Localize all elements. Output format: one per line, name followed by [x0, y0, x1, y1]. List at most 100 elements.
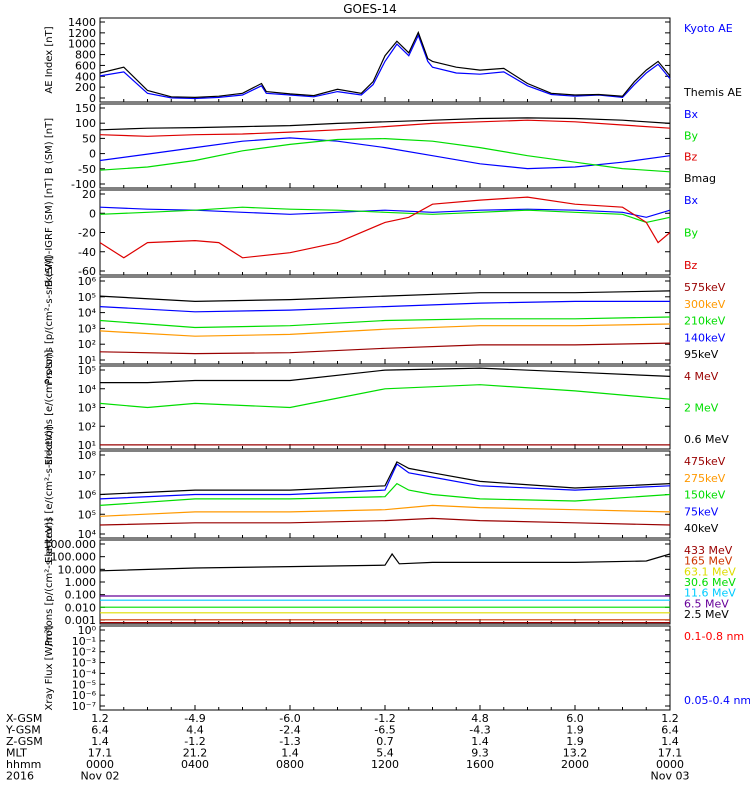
ytick-label: 100.000	[51, 551, 97, 564]
ytick-label: 0	[89, 207, 96, 220]
ytick-label: 1000.000	[44, 538, 97, 551]
ytick-label: 10⁻¹	[72, 635, 96, 648]
series-line-300kev	[99, 323, 671, 337]
footer-row-label: hhmm	[6, 758, 41, 771]
ytick-label: 400	[75, 70, 96, 83]
footer-value: 5.4	[376, 747, 394, 760]
footer-value: 1.4	[471, 735, 489, 748]
series-line-140kev	[99, 300, 670, 313]
ytick-label: 10⁸	[78, 449, 97, 462]
series-line-2-5-mev	[99, 552, 671, 572]
legend-entry: 275keV	[684, 472, 726, 485]
panel-frame	[99, 189, 671, 276]
legend-entry: 4 MeV	[684, 370, 719, 383]
ytick-label: 10⁻³	[72, 657, 96, 670]
footer-value: 1600	[466, 758, 494, 771]
ytick-label: 1400	[68, 16, 96, 29]
series-line-bz	[99, 119, 671, 137]
ytick-label: 10¹	[78, 439, 96, 452]
ytick-label: 10⁻⁴	[72, 667, 97, 680]
panel-3: 10⁶ 10⁵ 10⁴ 10³ 10² 10¹ Protons [p/(cm²-s-sr-k…	[44, 256, 726, 384]
yaxis-label: B (SM) [nT]	[44, 118, 55, 174]
series-line-75kev	[99, 463, 671, 500]
ytick-label: 10.000	[58, 563, 97, 576]
footer-value: -6.5	[374, 724, 395, 737]
panel-4: 10⁵ 10⁴ 10³ 10² 10¹ Electrons [e/(cm²-s-sr)] 4…	[44, 350, 729, 466]
footer-value: 2000	[561, 758, 589, 771]
footer-row-label: Z-GSM	[6, 735, 43, 748]
legend-entry: 0.1-0.8 nm	[684, 630, 744, 643]
series-line-kyoto-ae	[99, 33, 671, 100]
legend-entry: 150keV	[684, 489, 726, 502]
panel-1: 150 100 50 0 -50 -100 B (SM) [nT] Bx By Bz Bmag	[44, 102, 716, 191]
footer-value: -4.3	[469, 724, 490, 737]
series-line-by	[99, 137, 671, 173]
footer-value: -1.2	[374, 712, 395, 725]
footer-value: 4.4	[186, 724, 204, 737]
yaxis-label: Electrons [e/(cm²-s-sr)]	[44, 350, 55, 466]
yaxis-label: Protons [p/(cm²-s-sr-keV)]	[44, 518, 55, 646]
ytick-label: -20	[78, 227, 96, 240]
ytick-label: 10⁴	[78, 528, 97, 541]
footer-value: 9.3	[471, 747, 489, 760]
series-line-by	[99, 206, 671, 224]
ytick-label: 0.010	[65, 601, 97, 614]
footer-value: 0000	[86, 758, 114, 771]
ytick-label: 20	[82, 188, 96, 201]
footer-value: 1.4	[91, 735, 109, 748]
footer-value: -1.3	[279, 735, 300, 748]
ytick-label: 50	[82, 132, 96, 145]
ytick-label: 10⁻⁷	[72, 700, 96, 713]
footer-value: Nov 02	[81, 770, 120, 783]
panel-frame	[99, 365, 671, 450]
ytick-label: 1200	[68, 27, 96, 40]
yaxis-label: Electrons [e/(cm²-s-sr-keV)]	[44, 426, 55, 563]
figure-title: GOES-14	[343, 2, 397, 16]
series-line-bmag	[99, 117, 671, 131]
panel-frame	[99, 103, 671, 189]
ytick-label: 10⁰	[78, 624, 97, 637]
series-line-bz	[99, 196, 671, 259]
series-line-bx	[99, 137, 671, 170]
legend-entry: 6.5 MeV	[684, 597, 729, 610]
series-line-0-6-mev	[100, 367, 671, 384]
ytick-label: -40	[78, 246, 96, 259]
footer-row-label: X-GSM	[6, 712, 42, 725]
footer-value: -6.0	[279, 712, 300, 725]
footer-row-label: Y-GSM	[5, 724, 41, 737]
series-line-475kev	[99, 517, 671, 526]
series-line-575kev	[99, 342, 671, 355]
legend-entry: Bx	[684, 108, 699, 121]
footer-value: 6.4	[661, 724, 679, 737]
ytick-label: 10⁻²	[72, 646, 96, 659]
ytick-label: 10²	[78, 420, 96, 433]
ytick-label: 10⁻⁶	[72, 689, 97, 702]
legend-entry: 75keV	[684, 505, 719, 518]
legend-entry: By	[684, 129, 699, 142]
legend-entry: 575keV	[684, 281, 726, 294]
ytick-label: -50	[78, 163, 96, 176]
ytick-label: -60	[78, 265, 96, 278]
footer-value: 1.2	[91, 712, 109, 725]
panel-6: 1000.000100.00010.0001.0000.1000.0100.00…	[44, 518, 737, 646]
ytick-label: 10⁵	[78, 364, 96, 377]
legend-entry: Bx	[684, 194, 699, 207]
legend-entry: Kyoto AE	[684, 22, 733, 35]
footer-value: 17.1	[88, 747, 113, 760]
ytick-label: 800	[75, 49, 96, 62]
ytick-label: 200	[75, 81, 96, 94]
footer-value: 1.4	[281, 747, 299, 760]
footer-value: 0800	[276, 758, 304, 771]
ytick-label: 10³	[78, 402, 96, 415]
legend-entry: 0.6 MeV	[684, 433, 729, 446]
legend-entry: Bz	[684, 259, 698, 272]
ytick-label: 0	[89, 92, 96, 105]
footer-value: Nov 03	[651, 770, 690, 783]
series-line-40kev	[99, 461, 671, 496]
legend-entry: 210keV	[684, 315, 726, 328]
legend-entry: 40keV	[684, 522, 719, 535]
panel-2: 20 0 -20 -40 -60 B (SM)-IGRF (SM) [nT] Bx By Bz	[44, 178, 699, 287]
